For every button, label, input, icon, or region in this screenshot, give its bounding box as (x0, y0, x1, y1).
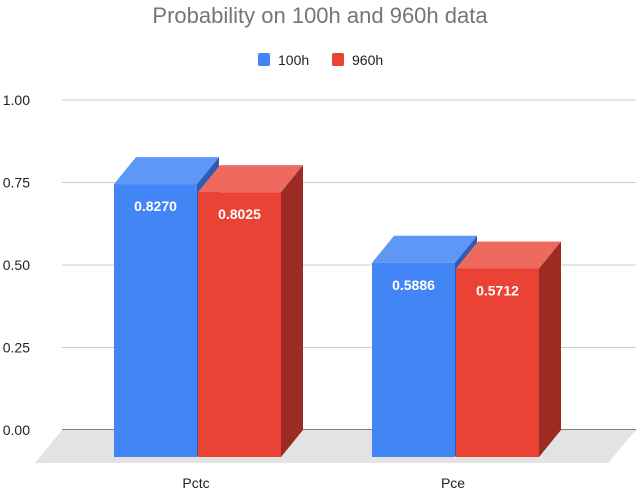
legend-label-100h: 100h (278, 52, 309, 68)
bar-top-100h-Pce (372, 235, 477, 263)
bar-top-960h-Pctc (198, 165, 303, 193)
bar-960h-Pce (456, 268, 539, 457)
value-label-100h-Pce: 0.5886 (392, 277, 435, 293)
y-tick-label: 0.25 (3, 340, 30, 356)
legend-swatch-960h (332, 53, 344, 66)
value-label-960h-Pctc: 0.8025 (218, 206, 261, 222)
bar-top-100h-Pctc (114, 157, 219, 185)
bar-960h-Pctc (198, 192, 281, 458)
legend-swatch-100h (258, 53, 270, 66)
y-tick-label: 1.00 (3, 92, 30, 108)
value-label-960h-Pce: 0.5712 (476, 283, 519, 299)
chart-title: Probability on 100h and 960h data (152, 3, 488, 28)
bar-side-960h-Pctc (281, 165, 303, 458)
legend-label-960h: 960h (352, 52, 383, 68)
y-axis-ticks: 1.00 0.75 0.50 0.25 0.00 (3, 92, 30, 438)
bar-100h-Pctc (114, 184, 197, 457)
value-label-100h-Pctc: 0.8270 (134, 198, 177, 214)
y-tick-label: 0.00 (3, 422, 30, 438)
legend: 100h 960h (258, 52, 383, 68)
x-category-label-Pctc: Pctc (182, 475, 209, 491)
x-category-label-Pce: Pce (441, 475, 465, 491)
value-labels: 0.8270 0.8025 0.5886 0.5712 (134, 198, 519, 298)
bar-side-960h-Pce (539, 241, 561, 457)
y-tick-label: 0.50 (3, 257, 30, 273)
bar-top-960h-Pce (456, 241, 561, 269)
bar-100h-Pce (372, 262, 455, 457)
y-tick-label: 0.75 (3, 175, 30, 191)
x-axis-categories: Pctc Pce (182, 475, 465, 491)
bars (114, 157, 561, 458)
